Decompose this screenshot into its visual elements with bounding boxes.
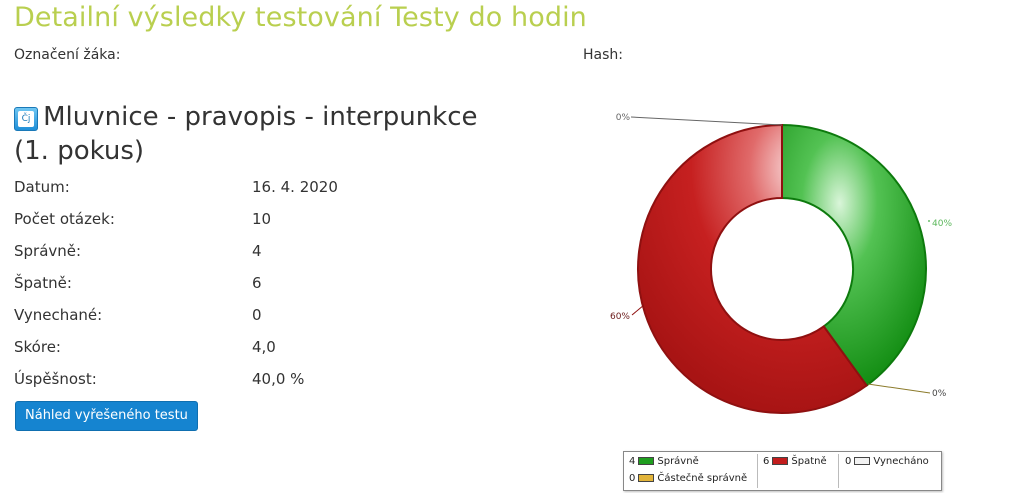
- chart-legend: 4 Správně 0 Částečně správně 6 Špatně 0 Vyne…: [623, 451, 942, 491]
- view-solved-test-button[interactable]: Náhled vyřešeného testu: [15, 401, 198, 431]
- chart-slice-1: [781, 123, 927, 387]
- chart-label-leader: [631, 304, 645, 316]
- chart-slice-3: [637, 123, 869, 414]
- subject-icon-text: Čj: [18, 111, 34, 127]
- stat-label: Skóre:: [14, 338, 61, 356]
- legend-count: 0: [629, 473, 636, 484]
- stat-value: 10: [252, 210, 272, 228]
- stat-label: Datum:: [14, 178, 70, 196]
- legend-item-correct: 4 Správně: [629, 455, 699, 469]
- legend-label: Špatně: [791, 456, 827, 467]
- legend-swatch: [638, 474, 655, 482]
- chart-label-leader: [867, 383, 931, 394]
- chart-label-leader: [630, 116, 783, 126]
- czech-language-subject-icon: Čj: [14, 107, 38, 131]
- legend-item-wrong: 6 Špatně: [763, 455, 827, 469]
- legend-label: Částečně správně: [657, 473, 748, 484]
- stat-label: Úspěšnost:: [14, 370, 97, 388]
- test-header: Čj Mluvnice - pravopis - interpunkce (1.…: [14, 100, 514, 168]
- stat-label: Počet otázek:: [14, 210, 115, 228]
- hash-label: Hash:: [583, 47, 623, 63]
- stat-label: Vynechané:: [14, 306, 103, 324]
- legend-label: Správně: [657, 456, 699, 467]
- chart-data-label: 0%: [616, 113, 631, 123]
- chart-data-label: 0%: [932, 389, 947, 399]
- stat-value: 4: [252, 242, 262, 260]
- legend-separator: [757, 454, 758, 488]
- results-donut-chart: 40% 0% 60% 0%: [610, 113, 952, 414]
- legend-swatch: [772, 457, 789, 465]
- stat-value: 16. 4. 2020: [252, 178, 338, 196]
- legend-item-skipped: 0 Vynecháno: [845, 455, 929, 469]
- student-label: Označení žáka:: [14, 47, 121, 63]
- legend-swatch: [638, 457, 655, 465]
- legend-separator: [838, 454, 839, 488]
- legend-count: 4: [629, 456, 636, 467]
- stat-label: Špatně:: [14, 274, 72, 292]
- legend-count: 6: [763, 456, 770, 467]
- legend-swatch: [854, 457, 871, 465]
- chart-data-label: 60%: [610, 312, 630, 322]
- stat-value: 6: [252, 274, 262, 292]
- test-title: Mluvnice - pravopis - interpunkce (1. po…: [14, 102, 478, 166]
- stat-value: 40,0 %: [252, 370, 305, 388]
- legend-label: Vynecháno: [873, 456, 929, 467]
- legend-item-partial: 0 Částečně správně: [629, 472, 747, 486]
- legend-count: 0: [845, 456, 852, 467]
- page-title: Detailní výsledky testování Testy do hod…: [14, 2, 587, 33]
- chart-data-label: 40%: [932, 219, 952, 229]
- stat-value: 4,0: [252, 338, 276, 356]
- stat-value: 0: [252, 306, 262, 324]
- stat-label: Správně:: [14, 242, 82, 260]
